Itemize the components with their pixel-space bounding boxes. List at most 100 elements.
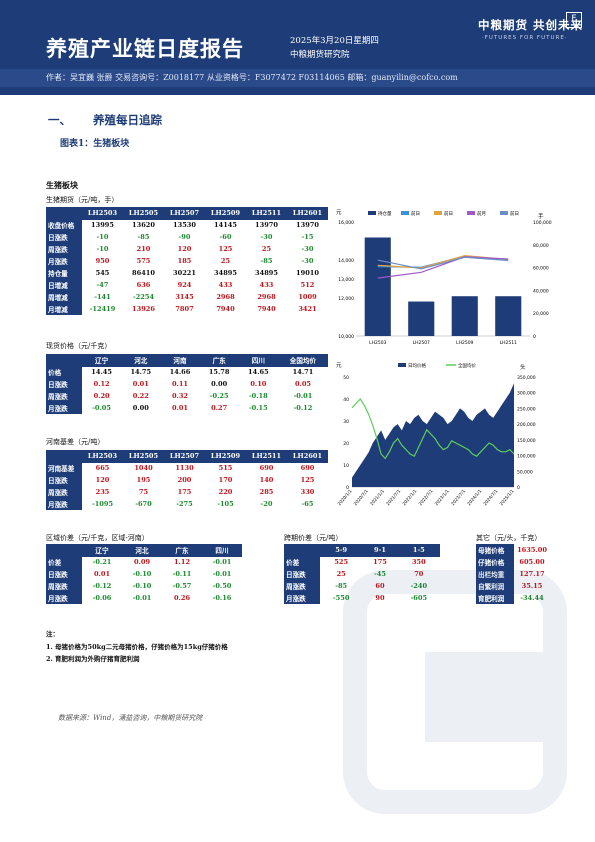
table-cell: 0.10 <box>250 380 267 388</box>
table-row: 月涨跌 -1095 -670 -275 -105 -20 -65 <box>46 498 328 510</box>
legend-label: 前日 <box>444 210 453 217</box>
table-row: 出栏均重 127.17 <box>476 568 550 580</box>
calendar-table: 5-9 9-1 1-5 价差 525 175 350 日涨跌 25 -45 70 周涨跌 -85 60 -2… <box>284 544 440 604</box>
table-cell: 515 <box>218 464 233 473</box>
table-cell: 512 <box>300 281 315 289</box>
table-cell: 14.66 <box>169 368 191 377</box>
table-row: 价格 14.45 14.75 14.66 15.78 14.65 14.71 <box>46 366 328 378</box>
table-cell: 14145 <box>214 221 237 230</box>
table-header-cell: LH2505 <box>123 450 164 463</box>
y-tick-label: 16,000 <box>338 220 354 226</box>
y-tick-label: 0 <box>346 485 349 491</box>
note-item: 2. 育肥利润为外购仔猪育肥利润 <box>46 655 140 663</box>
table-cell: 195 <box>136 476 151 484</box>
author-bar <box>0 69 595 87</box>
left-unit-label: 元 <box>336 362 342 369</box>
left-unit-label: 元 <box>336 209 342 216</box>
right-unit-label: 头 <box>520 363 526 371</box>
y-tick-label: 50 <box>343 375 349 381</box>
series-line <box>377 256 509 279</box>
table-cell: 235 <box>95 488 110 496</box>
row-label: 自繁利润 <box>476 580 514 592</box>
table-cell: -0.25 <box>209 392 229 400</box>
basis-table: LH2503 LH2505 LH2507 LH2509 LH2511 LH2601 河南基差… <box>46 450 328 510</box>
x-tick-label: 2022/7/1 <box>418 488 435 507</box>
table-cell: 34895 <box>214 269 237 277</box>
regional-table: 辽宁 河北 广东 四川 价差 -0.21 0.09 1.12 -0.01 日涨跌 0.01 -0.10… <box>46 544 242 604</box>
row-label: 周涨跌 <box>284 580 320 592</box>
y-tick-label: 10,000 <box>338 334 354 340</box>
table-cell: 220 <box>218 488 233 496</box>
x-tick-label: LH2507 <box>413 340 430 346</box>
y-right-tick-label: 250,000 <box>517 406 536 412</box>
table-header-cell: 河北 <box>121 354 161 367</box>
table-cell: 14.75 <box>130 368 152 377</box>
table-row: 周涨跌 -85 60 -240 <box>284 580 440 592</box>
x-tick-label: 2020/1/1 <box>337 488 354 507</box>
table-header-cell: LH2507 <box>164 207 205 220</box>
table-cell: -0.06 <box>92 594 112 602</box>
legend-label: 日均价格 <box>408 362 426 369</box>
x-tick-label: 2025/1/1 <box>499 488 516 507</box>
table-cell: 950 <box>95 257 110 265</box>
table-cell: -45 <box>374 570 386 578</box>
row-label: 日涨跌 <box>46 378 82 390</box>
table-header-corner <box>46 450 82 463</box>
table-row: 收盘价格 13995 13620 13530 14145 13970 13970 <box>46 219 328 231</box>
table-cell: 120 <box>177 245 192 253</box>
y-right-tick-label: 150,000 <box>517 438 536 444</box>
table-row: 周增减 -141 -2254 3145 2968 2968 1009 <box>46 291 328 303</box>
table-header-cell: 四川 <box>238 354 278 367</box>
y-right-tick-label: 350,000 <box>517 375 536 381</box>
table-cell: 1009 <box>298 293 317 301</box>
table-row: 自繁利润 35.15 <box>476 580 550 592</box>
row-label: 月涨跌 <box>46 402 82 414</box>
table-row: 价差 525 175 350 <box>284 556 440 568</box>
table-cell: 545 <box>95 269 110 277</box>
row-label: 月涨跌 <box>284 592 320 604</box>
table-cell: -12419 <box>89 305 116 313</box>
y-tick-label: 40 <box>343 397 349 403</box>
table-header-cell: 广东 <box>199 354 239 367</box>
table-row: 月涨跌 950 575 185 25 -85 -30 <box>46 255 328 267</box>
table-header-cell: LH2509 <box>205 450 246 463</box>
y-right-tick-label: 20,000 <box>533 311 549 317</box>
table-row: 持仓量 545 86410 30221 34895 34895 19010 <box>46 267 328 279</box>
table-cell: -141 <box>94 293 111 301</box>
table-row: 价差 -0.21 0.09 1.12 -0.01 <box>46 556 242 568</box>
y-right-tick-label: 0 <box>517 485 520 491</box>
table-cell: 690 <box>300 464 315 473</box>
table-cell: 170 <box>218 476 233 484</box>
table-row: 周涨跌 -10 210 120 125 25 -30 <box>46 243 328 255</box>
table-cell: -20 <box>260 500 273 508</box>
author-info: 作者：吴宜巍 张爵 交易咨询号：Z0018177 从业资格号：F3077472 … <box>46 73 458 82</box>
row-label: 日增减 <box>46 279 82 291</box>
table-cell: 0.09 <box>133 558 151 567</box>
table-cell: 127.17 <box>519 570 545 578</box>
x-tick-label: 2024/7/1 <box>482 488 499 507</box>
row-label: 周涨跌 <box>46 243 82 255</box>
section-heading: 一、 养殖每日追踪 <box>48 112 162 128</box>
table-cell: 30221 <box>173 269 196 277</box>
table-header-corner <box>46 354 82 367</box>
table-cell: -0.01 <box>132 594 152 602</box>
row-label: 育肥利润 <box>476 592 514 604</box>
y-right-tick-label: 0 <box>533 334 536 340</box>
y-tick-label: 12,000 <box>338 296 354 302</box>
report-institute: 中粮期货研究院 <box>290 50 350 60</box>
table-cell: 13926 <box>132 305 155 313</box>
row-label: 出栏均重 <box>476 568 514 580</box>
table-cell: 1040 <box>134 464 153 473</box>
table-cell: -30 <box>301 245 314 253</box>
table-cell: 19010 <box>296 269 319 277</box>
table-header-cell: LH2503 <box>82 450 123 463</box>
table-header-cell: 河南 <box>160 354 200 367</box>
legend-label: 前日 <box>411 210 420 217</box>
table-cell: 350 <box>411 558 426 567</box>
table-cell: 7940 <box>216 305 235 313</box>
table-header-cell: 9-1 <box>362 544 398 557</box>
table-cell: -0.01 <box>212 558 232 567</box>
table-cell: -0.11 <box>172 570 192 578</box>
table-cell: -65 <box>301 500 314 508</box>
row-label: 周增减 <box>46 291 82 303</box>
